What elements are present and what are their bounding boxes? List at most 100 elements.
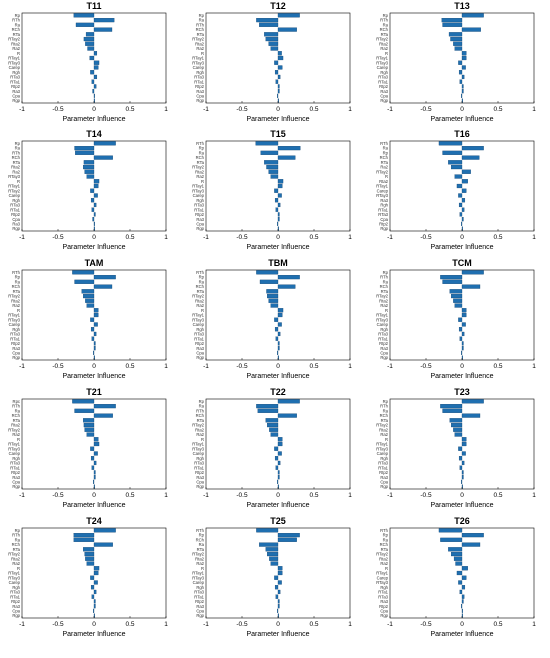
bar-rtp2: [461, 341, 464, 346]
category-label: Ra: [383, 408, 389, 413]
category-label: Rgp: [196, 355, 204, 360]
bar-rch: [277, 537, 297, 542]
category-label: RTay2: [8, 427, 20, 432]
bar-rtp2: [277, 470, 280, 475]
category-label: RTh: [380, 141, 389, 146]
category-label: Ra2: [12, 561, 20, 566]
category-label: RTa: [13, 547, 21, 552]
category-label: RTay3: [192, 60, 204, 65]
category-label: RTh: [196, 270, 205, 275]
bar-rtay3: [90, 317, 95, 322]
category-label: RTa: [13, 32, 21, 37]
x-axis-label: Parameter Influence: [246, 373, 309, 380]
chart-title: T11: [86, 1, 101, 11]
bar-rgh: [90, 198, 95, 203]
category-label: RTay3: [192, 188, 204, 193]
category-label: Ra3: [12, 89, 20, 94]
x-tick-label: 0.5: [309, 363, 318, 370]
bar-cpa: [93, 93, 95, 98]
x-axis-label: Parameter Influence: [430, 116, 493, 123]
category-label: RTa: [381, 547, 389, 552]
bar-rtay1: [93, 183, 99, 189]
bar-rth: [256, 528, 279, 533]
bar-ra: [440, 537, 463, 542]
bar-ra3: [277, 604, 280, 609]
bar-rta3: [461, 74, 465, 80]
chart-panel-tcm: TCMRpRThRaRChRTaRTay2Rta2Ra2RRTay1RTay3C…: [376, 258, 536, 380]
bar-rtay3: [274, 446, 279, 451]
bar-r: [93, 179, 100, 184]
category-label: Rgh: [12, 327, 20, 332]
x-tick-label: 0: [92, 492, 96, 499]
category-label: RTay1: [8, 313, 20, 318]
bar-rp: [461, 533, 484, 538]
x-tick-label: -1: [19, 234, 25, 241]
x-tick-label: 0.5: [309, 621, 318, 628]
bar-rtay2: [267, 551, 279, 557]
bar-carep: [93, 580, 98, 585]
category-label: Ra3: [12, 346, 20, 351]
bar-rgp: [277, 484, 279, 489]
x-tick-label: -1: [387, 234, 393, 241]
bar-rtp2: [93, 470, 96, 475]
category-label: Ra3: [380, 346, 388, 351]
bar-rta1: [91, 79, 95, 84]
category-label: Rgh: [12, 70, 20, 75]
category-label: RTh: [12, 404, 21, 409]
category-label: Rgh: [196, 585, 204, 590]
category-label: RTay1: [8, 571, 20, 576]
bar-ra3: [461, 198, 466, 203]
category-label: Cpa: [12, 217, 20, 222]
x-tick-label: 0.5: [309, 492, 318, 499]
bar-rta3: [461, 594, 465, 599]
bar-rp: [461, 399, 484, 404]
category-label: Rgp: [196, 98, 204, 103]
bar-rtay1: [277, 312, 283, 318]
bar-rta1: [275, 79, 279, 84]
x-tick-label: -0.5: [52, 492, 64, 499]
bar-ra2: [86, 303, 95, 308]
category-label: Rta2: [195, 556, 205, 561]
bar-ra3: [93, 221, 95, 226]
category-label: Ra: [15, 146, 21, 151]
bar-r: [461, 51, 467, 56]
category-label: R: [17, 308, 20, 313]
category-label: Rtp2: [379, 470, 389, 475]
category-label: Ra2: [196, 303, 204, 308]
category-label: RTa1: [194, 79, 204, 84]
bar-rth: [438, 141, 463, 146]
chart-title: T16: [454, 129, 470, 139]
category-label: RTa3: [378, 594, 388, 599]
x-axis-label: Parameter Influence: [62, 244, 125, 251]
category-label: RTh: [380, 404, 389, 409]
bar-rgh: [458, 70, 463, 75]
category-label: Carep: [9, 451, 21, 456]
category-label: Ra3: [380, 475, 388, 480]
chart-panel-t23: T23RpRThRaRChRTaRTay2Rta2Ra2RRTay1RTay3C…: [376, 387, 536, 509]
category-label: RTa: [13, 160, 21, 165]
bar-rgh: [90, 585, 95, 590]
bar-r: [461, 566, 468, 571]
category-label: R: [385, 437, 388, 442]
bar-rtay1: [456, 570, 463, 576]
bar-rgp: [461, 484, 463, 489]
category-label: RTa1: [378, 465, 388, 470]
category-label: Cpa: [196, 93, 204, 98]
x-tick-label: 0: [276, 492, 280, 499]
bar-rgp: [277, 355, 279, 360]
bar-rtay2: [267, 422, 279, 428]
bar-rta: [448, 547, 463, 552]
x-tick-label: -1: [387, 492, 393, 499]
category-label: Rtp2: [195, 470, 205, 475]
category-label: Rgh: [380, 327, 388, 332]
category-label: RTa3: [378, 212, 388, 217]
bar-rp: [93, 528, 116, 533]
category-label: Ra3: [196, 346, 204, 351]
bar-rgp: [461, 226, 463, 231]
category-label: RTay2: [376, 294, 388, 299]
bar-rp: [461, 13, 484, 18]
category-label: RCh: [196, 284, 205, 289]
category-label: Ra: [383, 146, 389, 151]
bar-rta2: [83, 164, 95, 170]
category-label: Rgh: [196, 70, 204, 75]
